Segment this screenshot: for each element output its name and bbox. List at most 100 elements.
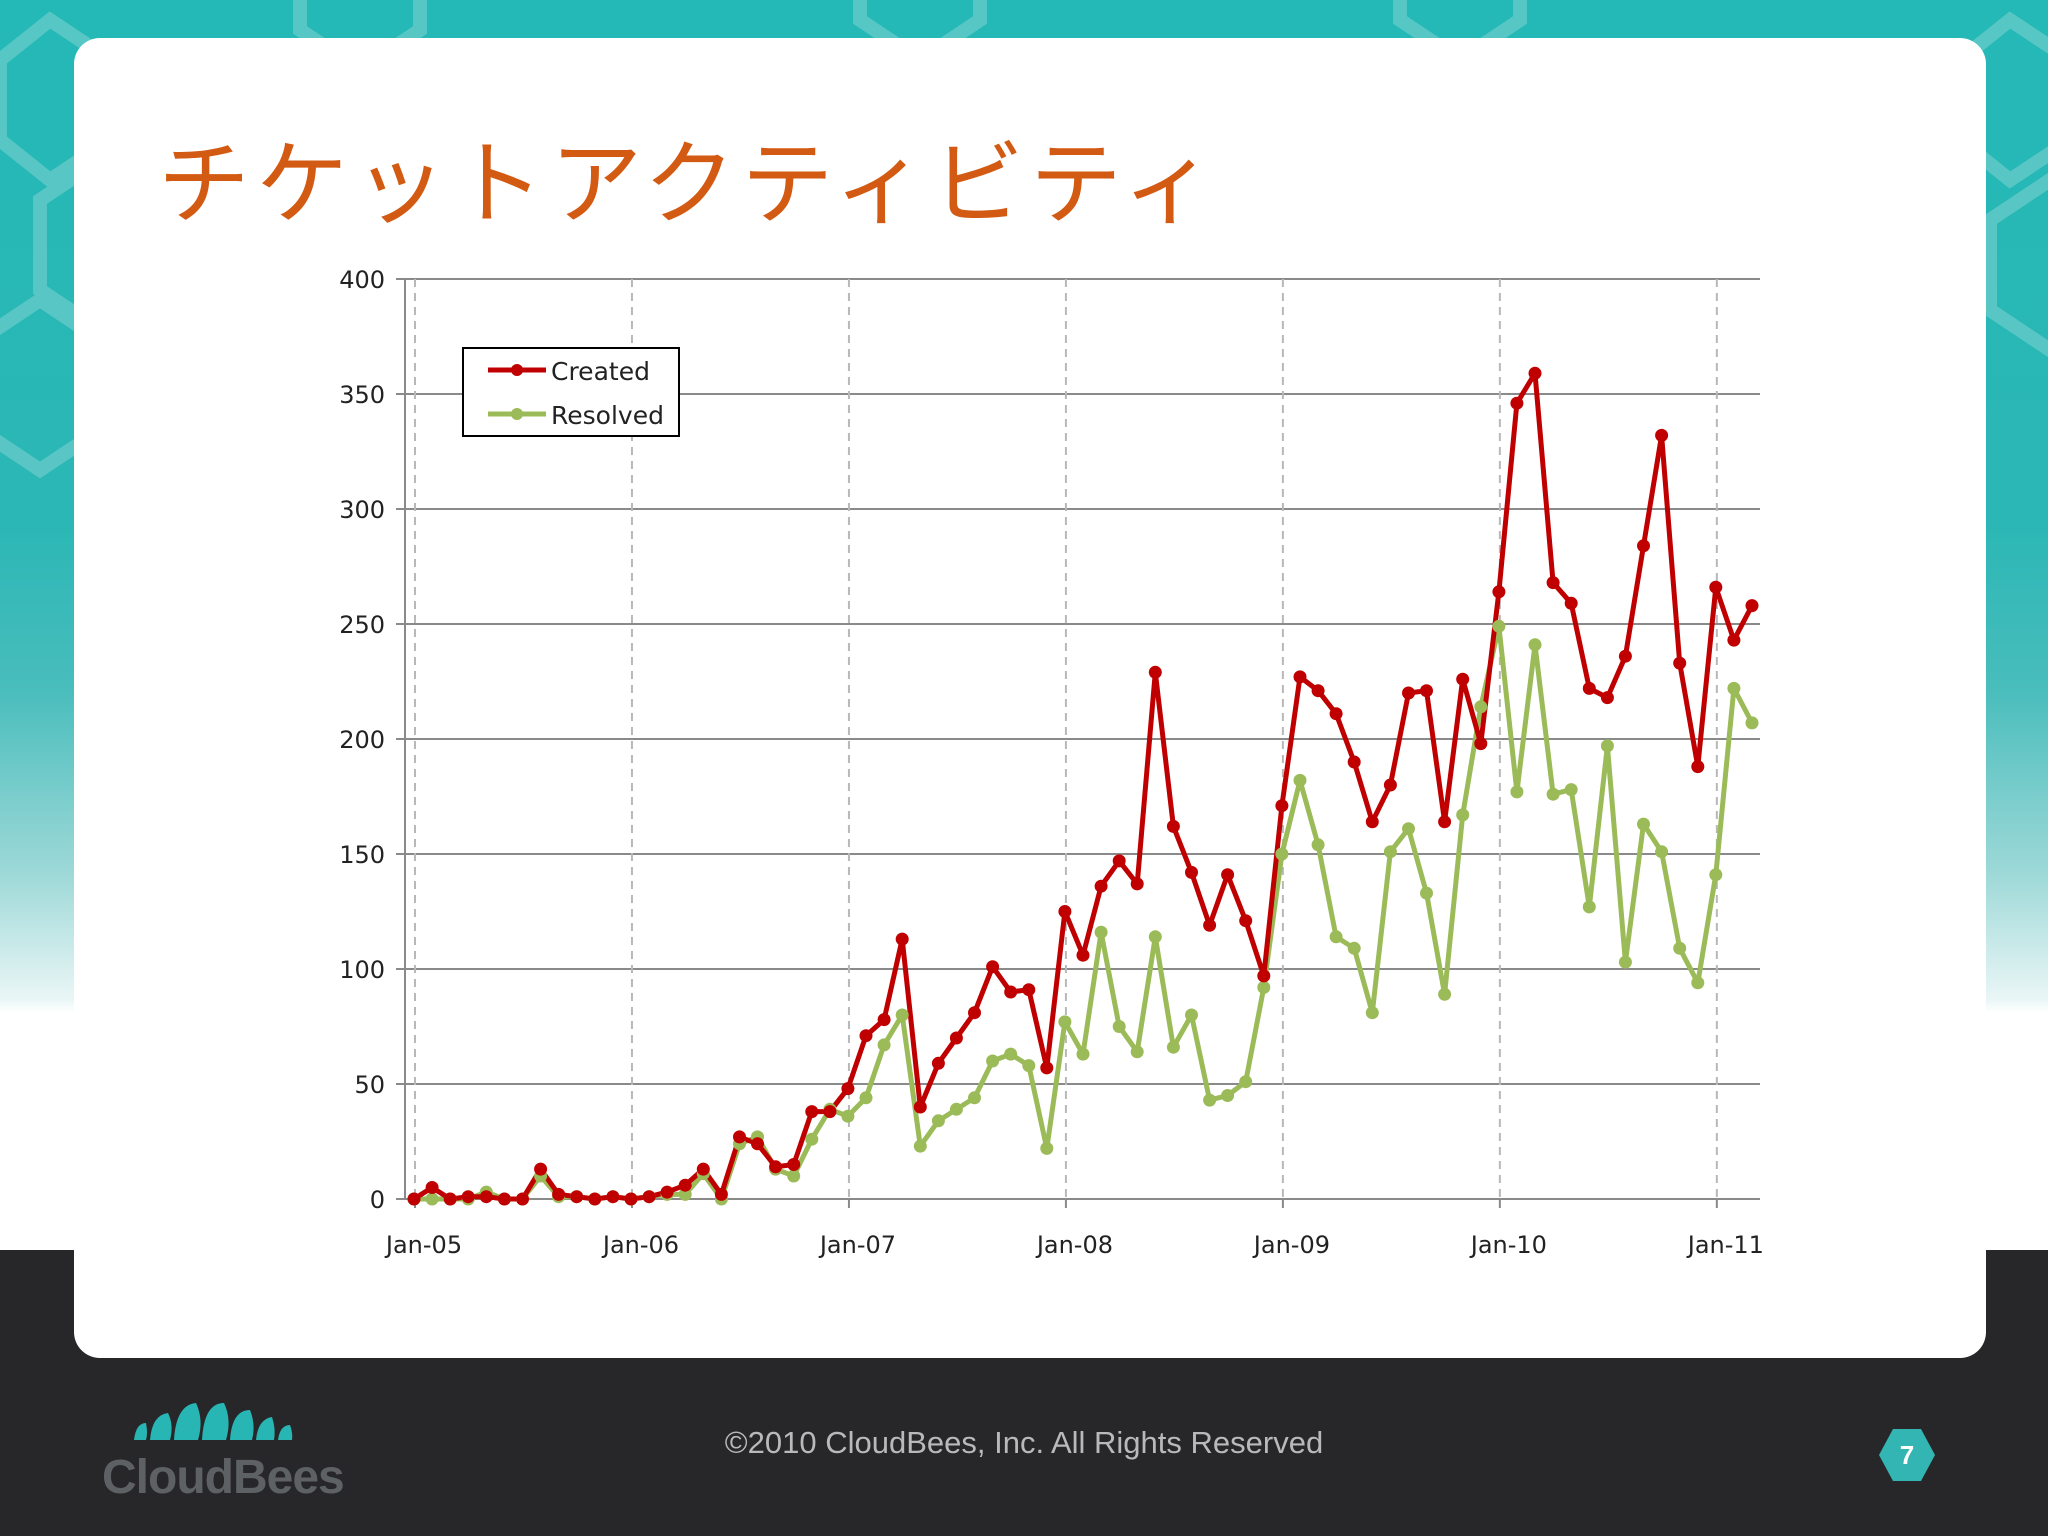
data-point-resolved [841, 1109, 855, 1123]
data-point-resolved [1727, 681, 1741, 695]
data-point-created [1618, 649, 1632, 663]
data-point-resolved [1004, 1047, 1018, 1061]
data-point-created [425, 1181, 439, 1194]
data-point-created [1420, 684, 1433, 698]
data-point-resolved [1637, 817, 1650, 831]
x-tick-label: Jan-05 [384, 1231, 462, 1259]
legend-marker-resolved [511, 408, 523, 420]
data-point-created [1293, 670, 1307, 684]
data-point-created [588, 1192, 602, 1206]
data-point-resolved [425, 1192, 439, 1206]
data-point-created [751, 1137, 764, 1151]
data-point-created [841, 1082, 855, 1096]
data-point-created [1022, 983, 1036, 997]
data-point-created [1510, 396, 1524, 410]
x-tick-label: Jan-11 [1686, 1231, 1764, 1259]
data-point-created [877, 1013, 891, 1027]
data-point-created [516, 1192, 529, 1206]
data-point-created [1637, 539, 1650, 553]
y-tick-label: 250 [339, 611, 385, 639]
data-point-created [1492, 585, 1506, 599]
chart-legend: Created Resolved [462, 347, 680, 437]
data-point-created [479, 1190, 493, 1204]
data-point-resolved [1148, 930, 1162, 944]
data-point-resolved [1528, 638, 1542, 652]
data-point-created [913, 1100, 927, 1114]
data-point-created [606, 1190, 620, 1204]
data-point-created [1727, 633, 1741, 647]
page-number: 7 [1899, 1440, 1915, 1470]
data-point-resolved [678, 1187, 692, 1201]
data-point-resolved [1655, 845, 1669, 859]
data-point-resolved [1564, 783, 1578, 797]
data-point-created [678, 1178, 692, 1192]
data-point-created [1040, 1061, 1054, 1075]
y-tick-label: 200 [339, 726, 385, 754]
data-point-created [1130, 877, 1144, 891]
data-point-resolved [1257, 980, 1271, 994]
data-point-created [1311, 684, 1325, 698]
footer-copyright: ©2010 CloudBees, Inc. All Rights Reserve… [724, 1425, 1324, 1460]
data-point-resolved [1402, 822, 1415, 836]
data-point-resolved [949, 1102, 963, 1116]
data-point-created [1456, 672, 1470, 686]
data-point-resolved [1709, 868, 1723, 882]
data-point-created [624, 1192, 638, 1206]
data-point-resolved [1438, 987, 1452, 1001]
logo-wordmark: CloudBees [102, 1451, 345, 1504]
data-point-resolved [1239, 1075, 1253, 1089]
cloudbees-logo-icon [134, 1403, 293, 1440]
data-point-resolved [913, 1139, 927, 1153]
slide-title: チケットアクティビティ [158, 131, 1221, 238]
data-point-created [769, 1160, 783, 1174]
data-point-created [1600, 691, 1614, 705]
data-point-resolved [1618, 955, 1632, 969]
data-point-created [660, 1185, 674, 1199]
data-point-resolved [1546, 787, 1560, 801]
data-point-created [1257, 969, 1271, 983]
y-tick-label: 350 [339, 381, 385, 409]
data-point-created [1329, 707, 1343, 721]
data-point-created [1528, 366, 1542, 380]
data-point-created [570, 1190, 584, 1204]
data-point-resolved [1293, 773, 1307, 787]
data-point-created [1148, 665, 1162, 679]
data-point-resolved [1076, 1047, 1090, 1061]
data-point-created [1365, 815, 1379, 829]
slide-card [74, 38, 1986, 1358]
data-point-created [1673, 656, 1687, 670]
data-point-created [1166, 819, 1180, 833]
data-point-created [443, 1192, 457, 1206]
data-point-resolved [1745, 716, 1759, 730]
y-tick-label: 0 [370, 1186, 385, 1214]
data-point-created [1347, 755, 1361, 769]
legend-marker-created [511, 364, 523, 376]
y-tick-label: 150 [339, 841, 385, 869]
data-point-resolved [1094, 925, 1108, 939]
data-point-resolved [1022, 1059, 1036, 1073]
data-point-resolved [1365, 1006, 1379, 1020]
data-point-resolved [1600, 739, 1614, 753]
data-point-resolved [1203, 1093, 1217, 1107]
data-point-resolved [931, 1114, 945, 1128]
data-point-created [1582, 681, 1596, 695]
data-point-resolved [877, 1038, 891, 1052]
data-point-created [859, 1029, 873, 1043]
data-point-created [534, 1162, 548, 1176]
data-point-created [1474, 737, 1488, 751]
data-point-created [497, 1192, 511, 1206]
series-line-resolved [414, 623, 1755, 1202]
data-point-created [1691, 760, 1705, 774]
x-tick-label: Jan-09 [1252, 1231, 1330, 1259]
data-point-resolved [1691, 976, 1705, 990]
data-point-resolved [1130, 1045, 1144, 1059]
data-point-resolved [1456, 808, 1470, 822]
data-point-created [642, 1190, 656, 1204]
x-tick-label: Jan-10 [1469, 1231, 1547, 1259]
data-point-resolved [1185, 1008, 1198, 1022]
data-point-created [714, 1187, 728, 1201]
x-tick-label: Jan-07 [818, 1231, 896, 1259]
data-point-created [1185, 865, 1198, 879]
data-point-resolved [1329, 930, 1343, 944]
data-point-created [1076, 948, 1090, 962]
